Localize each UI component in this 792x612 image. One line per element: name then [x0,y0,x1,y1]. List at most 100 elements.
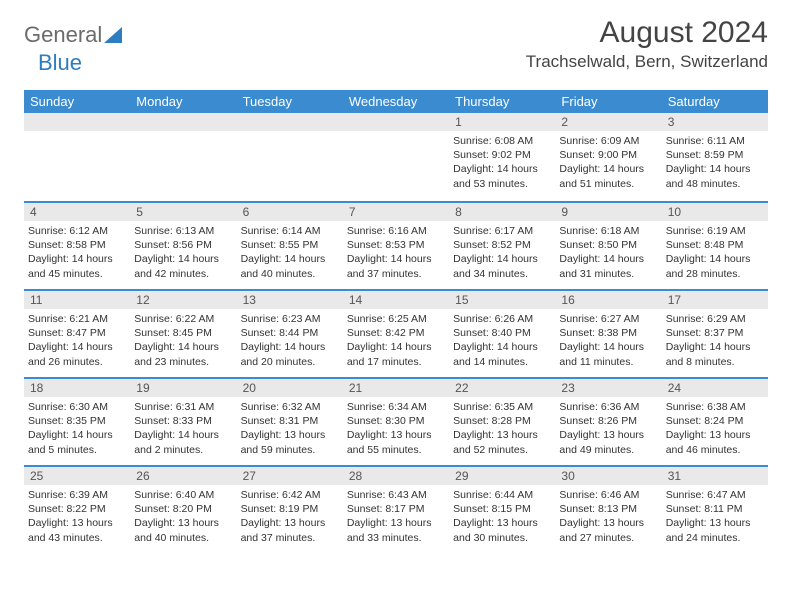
day-sunset: Sunset: 8:50 PM [559,238,657,252]
day-cell: 15Sunrise: 6:26 AMSunset: 8:40 PMDayligh… [449,289,555,377]
day-daylight1: Daylight: 14 hours [347,252,445,266]
day-daylight2: and 43 minutes. [28,531,126,545]
day-daylight1: Daylight: 14 hours [666,340,764,354]
day-sunrise: Sunrise: 6:42 AM [241,488,339,502]
day-sunrise: Sunrise: 6:19 AM [666,224,764,238]
day-sunset: Sunset: 8:45 PM [134,326,232,340]
day-number: 24 [662,379,768,397]
day-sunrise: Sunrise: 6:23 AM [241,312,339,326]
day-daylight1: Daylight: 14 hours [666,162,764,176]
day-sunset: Sunset: 8:47 PM [28,326,126,340]
day-cell: 9Sunrise: 6:18 AMSunset: 8:50 PMDaylight… [555,201,661,289]
day-sunrise: Sunrise: 6:11 AM [666,134,764,148]
location-label: Trachselwald, Bern, Switzerland [526,52,768,72]
logo-sail-icon [104,27,122,43]
day-daylight2: and 31 minutes. [559,267,657,281]
day-info: Sunrise: 6:11 AMSunset: 8:59 PMDaylight:… [662,131,768,195]
day-number: 2 [555,113,661,131]
day-sunset: Sunset: 8:38 PM [559,326,657,340]
day-number: 18 [24,379,130,397]
day-info: Sunrise: 6:34 AMSunset: 8:30 PMDaylight:… [343,397,449,461]
day-sunrise: Sunrise: 6:47 AM [666,488,764,502]
day-number: 31 [662,467,768,485]
day-sunset: Sunset: 8:35 PM [28,414,126,428]
day-sunset: Sunset: 8:28 PM [453,414,551,428]
day-sunset: Sunset: 8:15 PM [453,502,551,516]
weekday-monday: Monday [130,90,236,113]
day-daylight2: and 8 minutes. [666,355,764,369]
day-daylight2: and 59 minutes. [241,443,339,457]
day-number: 1 [449,113,555,131]
day-sunrise: Sunrise: 6:39 AM [28,488,126,502]
day-daylight2: and 53 minutes. [453,177,551,191]
day-cell: 8Sunrise: 6:17 AMSunset: 8:52 PMDaylight… [449,201,555,289]
day-sunrise: Sunrise: 6:38 AM [666,400,764,414]
day-daylight1: Daylight: 13 hours [453,428,551,442]
day-daylight2: and 49 minutes. [559,443,657,457]
day-number: 6 [237,203,343,221]
day-number: 9 [555,203,661,221]
day-cell: 25Sunrise: 6:39 AMSunset: 8:22 PMDayligh… [24,465,130,553]
day-sunrise: Sunrise: 6:22 AM [134,312,232,326]
day-cell: 10Sunrise: 6:19 AMSunset: 8:48 PMDayligh… [662,201,768,289]
day-daylight2: and 40 minutes. [241,267,339,281]
day-daylight2: and 48 minutes. [666,177,764,191]
day-sunset: Sunset: 8:53 PM [347,238,445,252]
day-info: Sunrise: 6:42 AMSunset: 8:19 PMDaylight:… [237,485,343,549]
day-sunrise: Sunrise: 6:29 AM [666,312,764,326]
day-sunrise: Sunrise: 6:46 AM [559,488,657,502]
day-cell: 29Sunrise: 6:44 AMSunset: 8:15 PMDayligh… [449,465,555,553]
day-daylight2: and 24 minutes. [666,531,764,545]
day-daylight1: Daylight: 13 hours [241,516,339,530]
day-sunrise: Sunrise: 6:16 AM [347,224,445,238]
day-daylight1: Daylight: 14 hours [666,252,764,266]
day-daylight1: Daylight: 14 hours [134,340,232,354]
day-info: Sunrise: 6:38 AMSunset: 8:24 PMDaylight:… [662,397,768,461]
day-daylight1: Daylight: 14 hours [559,340,657,354]
day-daylight1: Daylight: 13 hours [241,428,339,442]
day-number [237,113,343,131]
day-number: 5 [130,203,236,221]
day-sunrise: Sunrise: 6:13 AM [134,224,232,238]
day-number: 12 [130,291,236,309]
day-info: Sunrise: 6:14 AMSunset: 8:55 PMDaylight:… [237,221,343,285]
day-daylight2: and 20 minutes. [241,355,339,369]
day-cell: 30Sunrise: 6:46 AMSunset: 8:13 PMDayligh… [555,465,661,553]
day-sunrise: Sunrise: 6:34 AM [347,400,445,414]
day-cell: 18Sunrise: 6:30 AMSunset: 8:35 PMDayligh… [24,377,130,465]
day-daylight1: Daylight: 13 hours [559,428,657,442]
day-daylight1: Daylight: 13 hours [347,516,445,530]
day-number: 29 [449,467,555,485]
day-sunset: Sunset: 8:33 PM [134,414,232,428]
day-cell: 27Sunrise: 6:42 AMSunset: 8:19 PMDayligh… [237,465,343,553]
day-sunrise: Sunrise: 6:12 AM [28,224,126,238]
day-info: Sunrise: 6:23 AMSunset: 8:44 PMDaylight:… [237,309,343,373]
calendar-page: General August 2024 Trachselwald, Bern, … [0,0,792,569]
day-info: Sunrise: 6:44 AMSunset: 8:15 PMDaylight:… [449,485,555,549]
day-number: 14 [343,291,449,309]
day-sunrise: Sunrise: 6:08 AM [453,134,551,148]
weekday-saturday: Saturday [662,90,768,113]
day-cell: 16Sunrise: 6:27 AMSunset: 8:38 PMDayligh… [555,289,661,377]
day-sunrise: Sunrise: 6:14 AM [241,224,339,238]
day-daylight1: Daylight: 14 hours [28,340,126,354]
day-number: 13 [237,291,343,309]
day-sunrise: Sunrise: 6:31 AM [134,400,232,414]
day-number: 3 [662,113,768,131]
day-cell: 14Sunrise: 6:25 AMSunset: 8:42 PMDayligh… [343,289,449,377]
day-cell [343,113,449,201]
day-cell: 2Sunrise: 6:09 AMSunset: 9:00 PMDaylight… [555,113,661,201]
day-sunset: Sunset: 8:26 PM [559,414,657,428]
day-cell: 17Sunrise: 6:29 AMSunset: 8:37 PMDayligh… [662,289,768,377]
day-sunrise: Sunrise: 6:36 AM [559,400,657,414]
day-info: Sunrise: 6:19 AMSunset: 8:48 PMDaylight:… [662,221,768,285]
day-daylight2: and 34 minutes. [453,267,551,281]
day-sunset: Sunset: 8:13 PM [559,502,657,516]
day-sunset: Sunset: 8:42 PM [347,326,445,340]
day-number [343,113,449,131]
day-cell: 22Sunrise: 6:35 AMSunset: 8:28 PMDayligh… [449,377,555,465]
title-block: August 2024 Trachselwald, Bern, Switzerl… [526,16,768,72]
day-daylight1: Daylight: 14 hours [28,428,126,442]
day-daylight1: Daylight: 14 hours [453,340,551,354]
day-cell: 21Sunrise: 6:34 AMSunset: 8:30 PMDayligh… [343,377,449,465]
